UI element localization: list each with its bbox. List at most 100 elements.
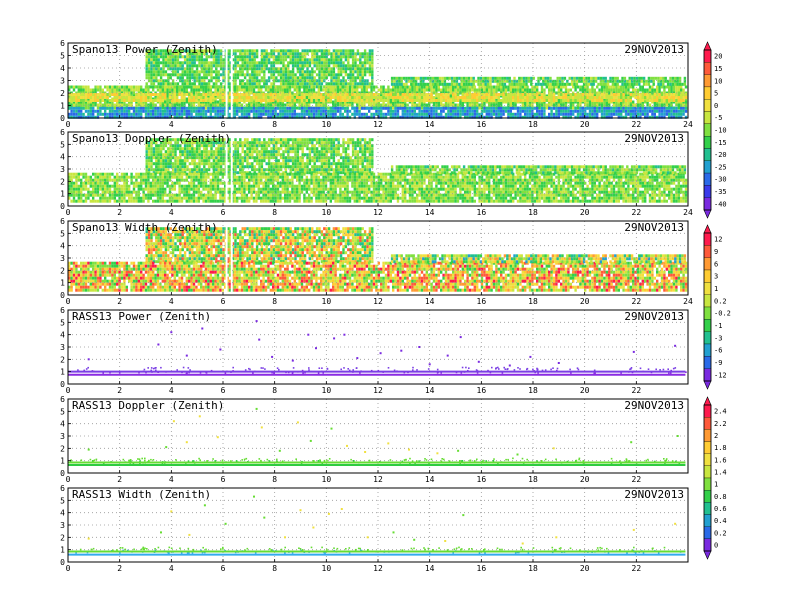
heatmap-cell (217, 89, 219, 92)
heatmap-cell (594, 96, 596, 99)
heatmap-cell (196, 70, 198, 73)
heatmap-cell (456, 83, 458, 86)
heatmap-cell (150, 162, 152, 165)
heatmap-cell (176, 110, 178, 113)
heatmap-cell (212, 96, 214, 99)
heatmap-cell (352, 76, 354, 79)
heatmap-cell (620, 110, 622, 113)
heatmap-cell (337, 107, 339, 110)
heatmap-cell (433, 92, 435, 95)
heatmap-cell (452, 107, 454, 110)
heatmap-cell (234, 58, 236, 61)
heatmap-cell (451, 77, 453, 80)
heatmap-cell (464, 89, 466, 92)
heatmap-cell (311, 61, 313, 64)
heatmap-cell (349, 104, 351, 107)
heatmap-cell (371, 58, 373, 61)
heatmap-cell (673, 96, 675, 99)
heatmap-cell (658, 96, 660, 99)
heatmap-cell (289, 86, 291, 89)
heatmap-cell (263, 76, 265, 79)
heatmap-cell (345, 64, 347, 67)
heatmap-cell (121, 107, 123, 110)
heatmap-cell (586, 86, 588, 89)
heatmap-cell (236, 89, 238, 92)
heatmap-cell (675, 93, 677, 96)
heatmap-cell (537, 80, 539, 83)
heatmap-cell (244, 82, 246, 85)
heatmap-cell (220, 49, 222, 52)
heatmap-cell (102, 113, 104, 116)
heatmap-cell (234, 107, 236, 110)
heatmap-cell (411, 96, 413, 99)
heatmap-cell (608, 104, 610, 107)
heatmap-cell (332, 113, 334, 116)
heatmap-cell (357, 82, 359, 85)
heatmap-cell (332, 104, 334, 107)
heatmap-cell (661, 113, 663, 116)
heatmap-cell (160, 147, 162, 150)
heatmap-cell (188, 113, 190, 116)
heatmap-cell (438, 107, 440, 110)
heatmap-cell (337, 110, 339, 113)
heatmap-cell (586, 89, 588, 92)
heatmap-cell (493, 86, 495, 89)
heatmap-cell (506, 77, 508, 80)
heatmap-cell (193, 89, 195, 92)
heatmap-cell (548, 89, 550, 92)
heatmap-cell (150, 86, 152, 89)
heatmap-cell (643, 77, 645, 80)
x-tick-label: 12 (373, 120, 383, 129)
heatmap-cell (234, 70, 236, 73)
heatmap-cell (579, 113, 581, 116)
heatmap-cell (346, 86, 348, 89)
heatmap-cell (177, 58, 179, 61)
heatmap-cell (345, 55, 347, 58)
heatmap-cell (639, 86, 641, 89)
heatmap-cell (176, 99, 178, 102)
heatmap-cell (433, 96, 435, 99)
heatmap-cell (351, 86, 353, 89)
heatmap-cell (500, 104, 502, 107)
heatmap-cell (158, 153, 160, 156)
heatmap-cell (366, 107, 368, 110)
heatmap-cell (654, 104, 656, 107)
heatmap-cell (87, 113, 89, 116)
heatmap-cell (342, 96, 344, 99)
heatmap-cell (519, 89, 521, 92)
heatmap-cell (309, 79, 311, 82)
heatmap-cell (537, 77, 539, 80)
heatmap-cell (251, 73, 253, 76)
heatmap-cell (280, 49, 282, 52)
heatmap-cell (109, 104, 111, 107)
heatmap-cell (403, 83, 405, 86)
heatmap-cell (182, 76, 184, 79)
heatmap-cell (323, 70, 325, 73)
heatmap-cell (167, 82, 169, 85)
heatmap-cell (219, 113, 221, 116)
heatmap-cell (399, 99, 401, 102)
heatmap-cell (80, 110, 82, 113)
heatmap-cell (397, 96, 399, 99)
heatmap-cell (406, 96, 408, 99)
heatmap-cell (130, 113, 132, 116)
heatmap-cell (342, 70, 344, 73)
heatmap-cell (153, 82, 155, 85)
heatmap-cell (150, 113, 152, 116)
heatmap-cell (234, 93, 236, 96)
heatmap-cell (447, 113, 449, 116)
heatmap-cell (243, 113, 245, 116)
heatmap-cell (656, 93, 658, 96)
heatmap-cell (530, 83, 532, 86)
heatmap-cell (290, 61, 292, 64)
heatmap-cell (80, 89, 82, 92)
heatmap-cell (251, 82, 253, 85)
heatmap-cell (380, 89, 382, 92)
heatmap-cell (482, 77, 484, 80)
heatmap-cell (292, 64, 294, 67)
heatmap-cell (366, 113, 368, 116)
heatmap-cell (358, 113, 360, 116)
heatmap-cell (256, 52, 258, 55)
heatmap-cell (632, 110, 634, 113)
heatmap-cell (646, 99, 648, 102)
